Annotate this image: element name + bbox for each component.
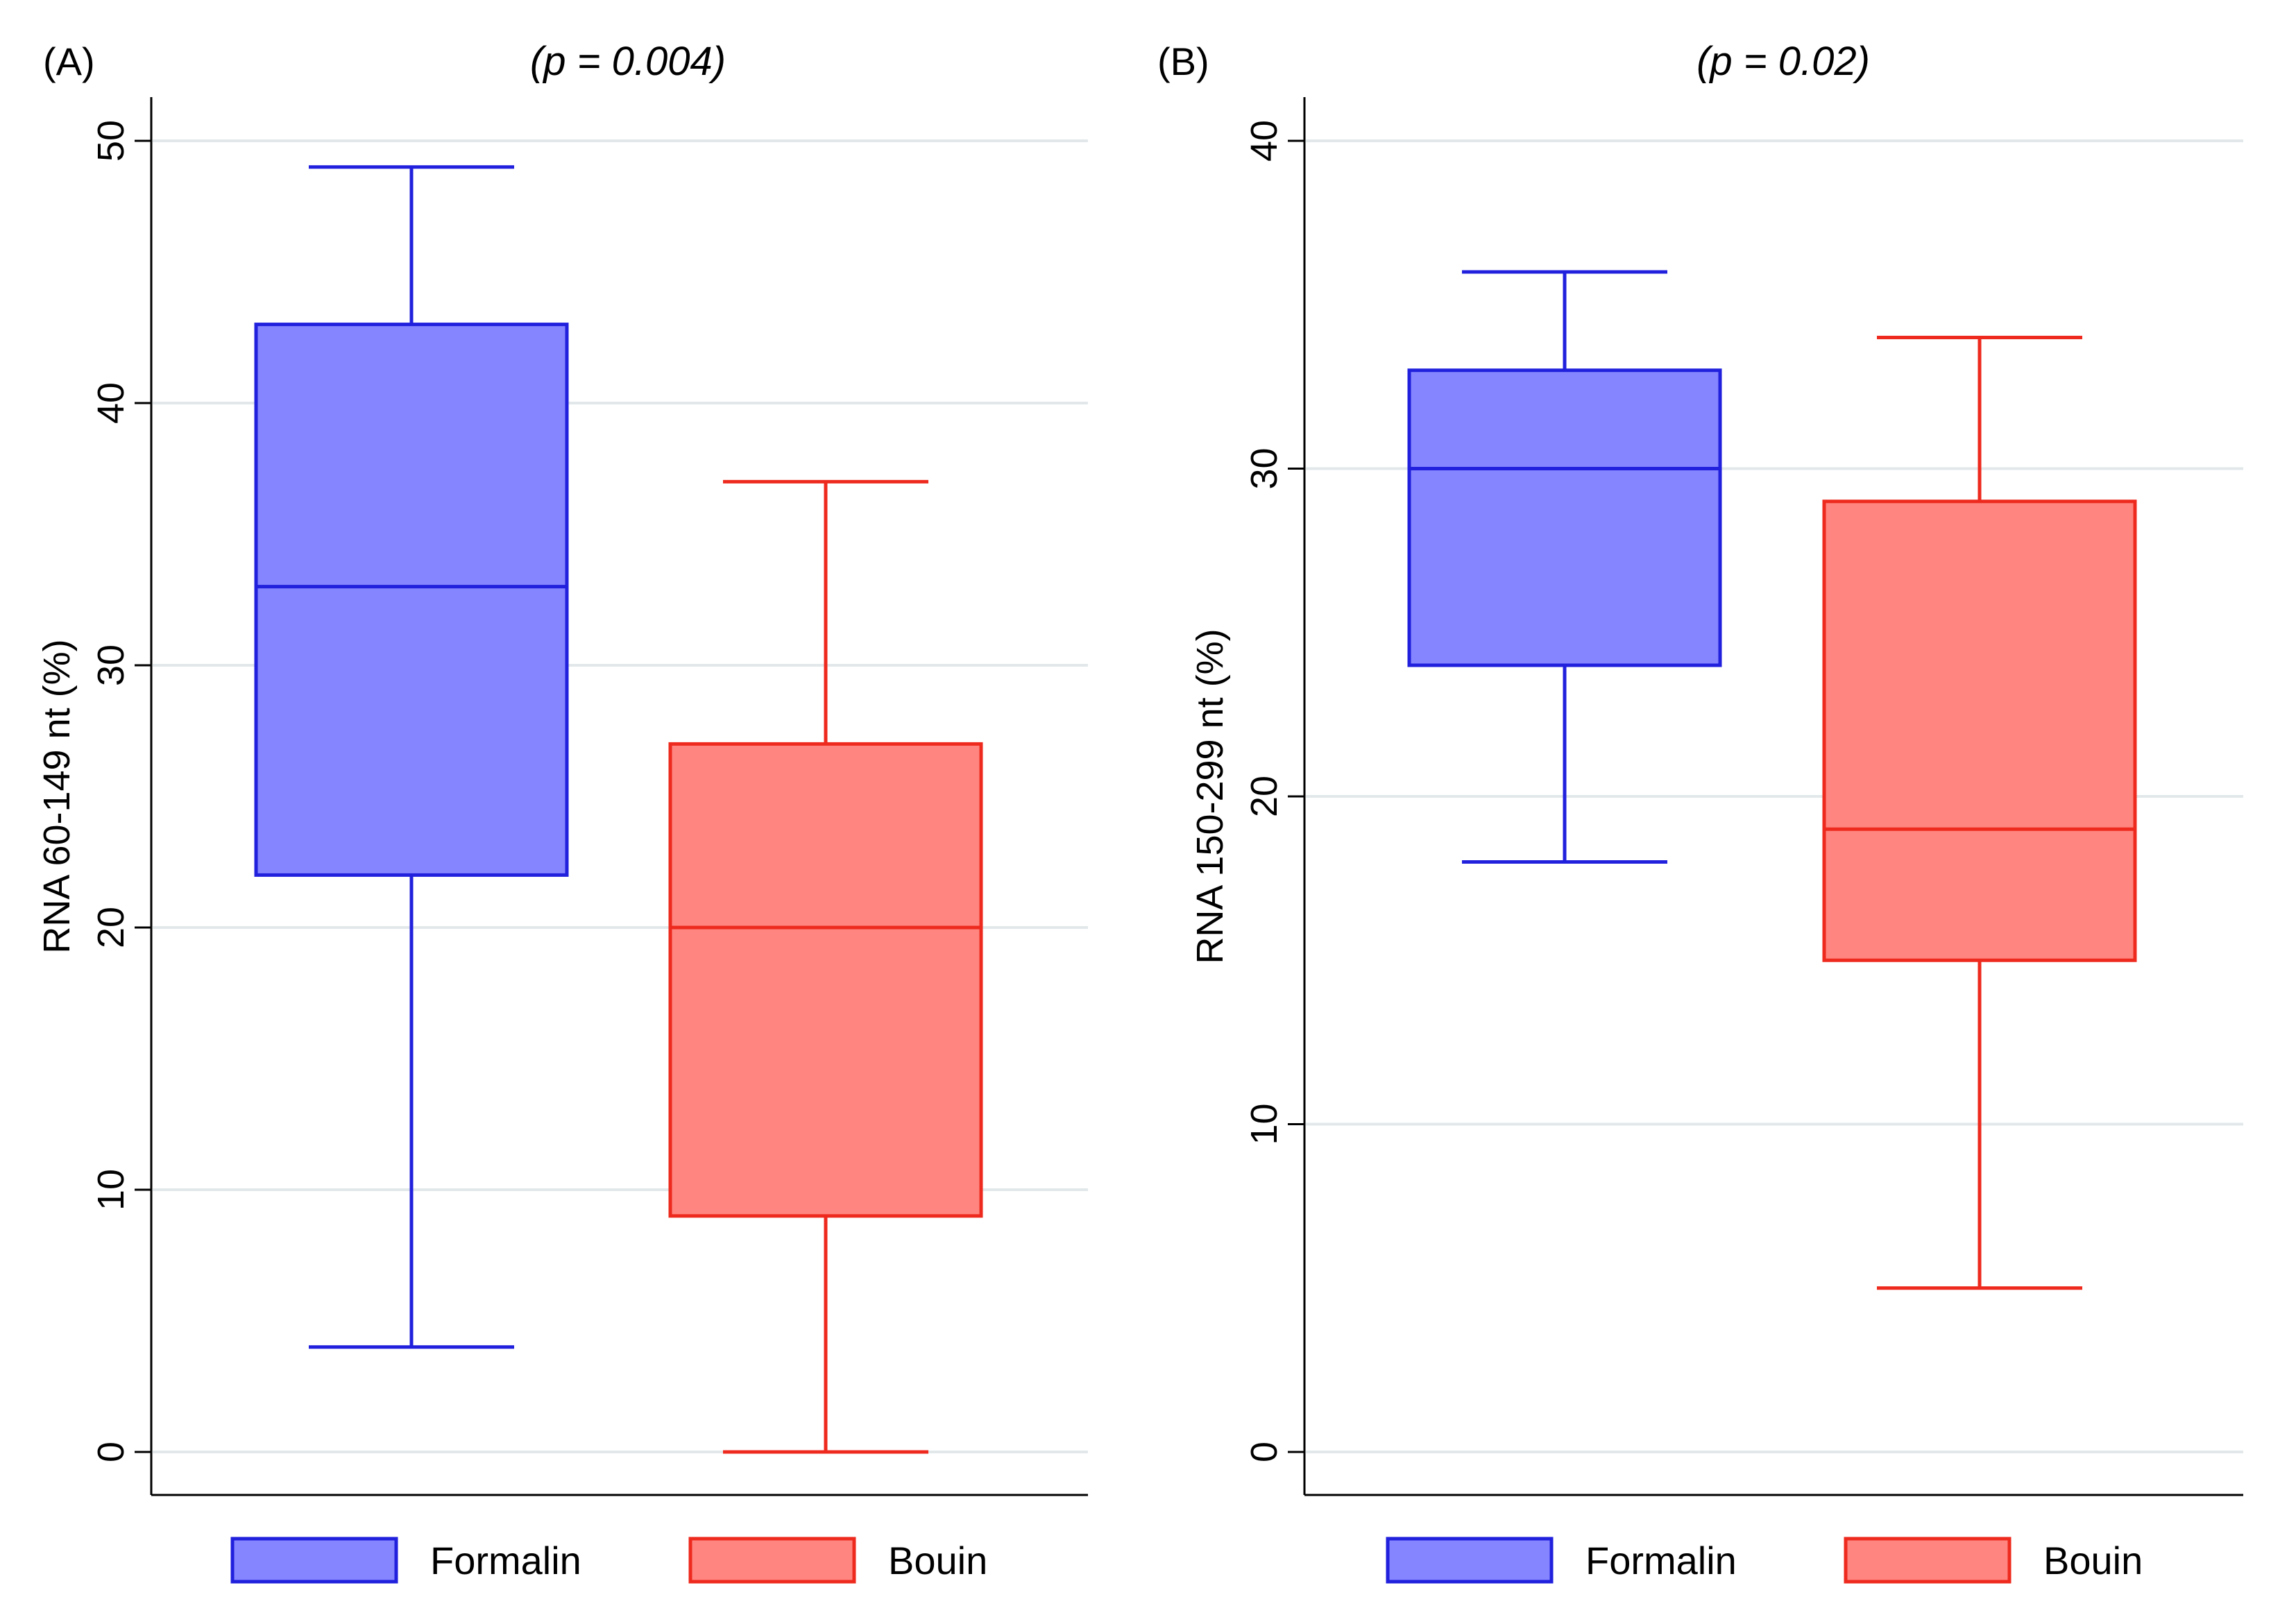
box-a-bouin xyxy=(668,742,983,1218)
y-tick-label-a-1: 10 xyxy=(90,1169,132,1211)
p-value-b: (p = 0.02) xyxy=(1696,39,1870,84)
y-axis-title-b: RNA 150-299 nt (%) xyxy=(1189,629,1231,964)
panel-label-a: (A) xyxy=(43,40,95,83)
legend-swatch-a-bouin xyxy=(688,1537,856,1584)
y-tick-label-b-1: 10 xyxy=(1243,1103,1285,1145)
legend-swatch-b-bouin xyxy=(1844,1537,2011,1584)
legend-swatch-b-formalin xyxy=(1386,1537,1554,1584)
y-tick-label-a-0: 0 xyxy=(90,1442,132,1462)
y-tick-label-b-3: 30 xyxy=(1243,447,1285,489)
y-tick-label-a-3: 30 xyxy=(90,644,132,686)
legend-label-a-formalin: Formalin xyxy=(430,1539,581,1582)
box-b-bouin xyxy=(1822,499,2137,962)
p-value-a: (p = 0.004) xyxy=(530,39,726,84)
legend-label-b-bouin: Bouin xyxy=(2043,1539,2143,1582)
legend-label-b-formalin: Formalin xyxy=(1585,1539,1737,1582)
y-tick-label-a-2: 20 xyxy=(90,907,132,948)
panel-b: (B) (p = 0.02) 0 10 20 30 40 RNA 150-299 nt (… xyxy=(1157,39,2243,1584)
y-tick-label-b-2: 20 xyxy=(1243,776,1285,817)
y-tick-label-a-5: 50 xyxy=(90,120,132,162)
panel-a: (A) (p = 0.004) 0 10 20 30 40 50 RNA 60-149 nt… xyxy=(36,39,1088,1584)
y-tick-label-b-4: 40 xyxy=(1243,120,1285,162)
y-tick-label-b-0: 0 xyxy=(1243,1442,1285,1462)
legend-label-a-bouin: Bouin xyxy=(888,1539,987,1582)
box-a-formalin xyxy=(254,323,569,877)
y-tick-label-a-4: 40 xyxy=(90,382,132,424)
box-b-formalin xyxy=(1407,368,1722,667)
panel-label-b: (B) xyxy=(1157,40,1209,83)
legend-swatch-a-formalin xyxy=(230,1537,398,1584)
y-axis-title-a: RNA 60-149 nt (%) xyxy=(36,639,78,953)
